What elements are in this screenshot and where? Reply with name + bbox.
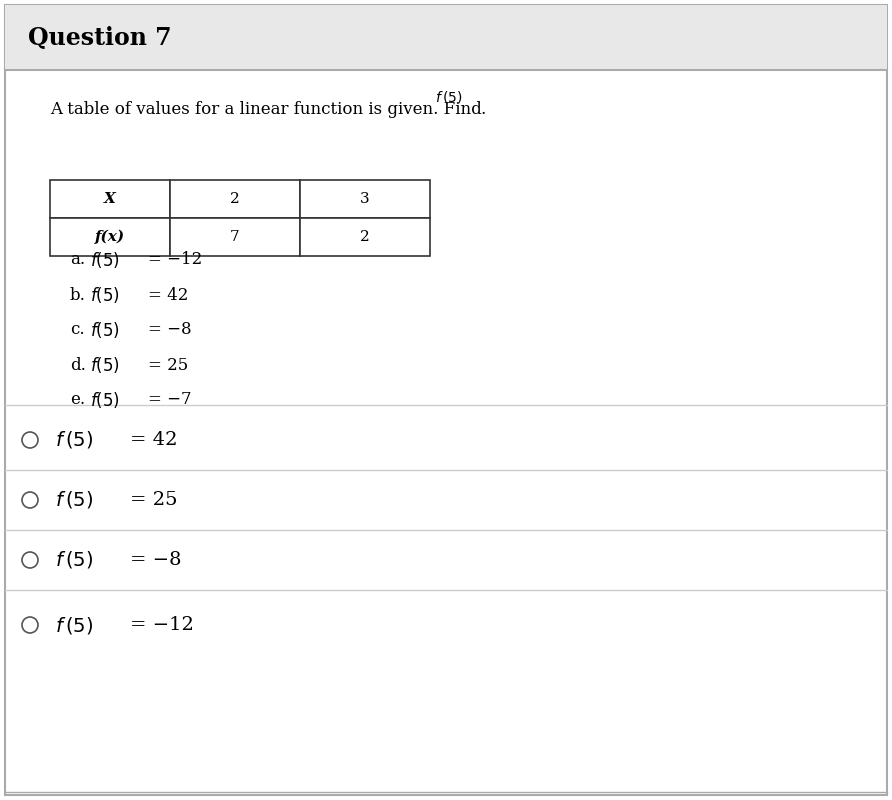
Text: $f(5)$: $f(5)$	[90, 355, 120, 375]
Text: = −8: = −8	[130, 551, 181, 569]
Text: = 25: = 25	[130, 491, 178, 509]
Text: $f\,(5)$: $f\,(5)$	[55, 490, 93, 510]
Text: 7: 7	[230, 230, 240, 244]
Text: $f\,(5)$: $f\,(5)$	[55, 550, 93, 570]
Text: $f\,(5)$: $f\,(5)$	[55, 430, 93, 450]
Text: a.: a.	[70, 251, 85, 269]
Text: b.: b.	[70, 286, 86, 303]
Circle shape	[22, 617, 38, 633]
Bar	[170, 218, 300, 256]
Text: $f(5)$: $f(5)$	[90, 250, 120, 270]
Bar	[300, 218, 430, 256]
Circle shape	[22, 492, 38, 508]
Text: = 25: = 25	[148, 357, 188, 374]
Text: $f(5)$: $f(5)$	[90, 285, 120, 305]
Bar	[300, 180, 430, 218]
Text: = 42: = 42	[148, 286, 188, 303]
Text: 3: 3	[360, 192, 370, 206]
Text: Question 7: Question 7	[28, 26, 171, 50]
FancyBboxPatch shape	[5, 5, 887, 70]
Text: A table of values for a linear function is given. Find: A table of values for a linear function …	[50, 102, 487, 118]
Text: $f(5)$: $f(5)$	[90, 390, 120, 410]
Text: = −8: = −8	[148, 322, 192, 338]
Circle shape	[22, 432, 38, 448]
Bar	[50, 180, 170, 218]
Text: c.: c.	[70, 322, 85, 338]
Text: = −12: = −12	[148, 251, 202, 269]
Text: $f(5)$: $f(5)$	[90, 320, 120, 340]
Text: 2: 2	[230, 192, 240, 206]
Text: e.: e.	[70, 391, 85, 409]
Text: X: X	[104, 192, 116, 206]
Text: d.: d.	[70, 357, 86, 374]
Text: 2: 2	[360, 230, 370, 244]
FancyBboxPatch shape	[5, 5, 887, 795]
Text: = −7: = −7	[148, 391, 192, 409]
Text: = 42: = 42	[130, 431, 178, 449]
Text: $f\,(5)$: $f\,(5)$	[435, 89, 463, 105]
Text: $f\,(5)$: $f\,(5)$	[55, 614, 93, 635]
Text: .: .	[480, 102, 485, 118]
Text: f(x): f(x)	[95, 230, 125, 244]
Circle shape	[22, 552, 38, 568]
Text: = −12: = −12	[130, 616, 194, 634]
Bar	[170, 180, 300, 218]
Bar	[50, 218, 170, 256]
